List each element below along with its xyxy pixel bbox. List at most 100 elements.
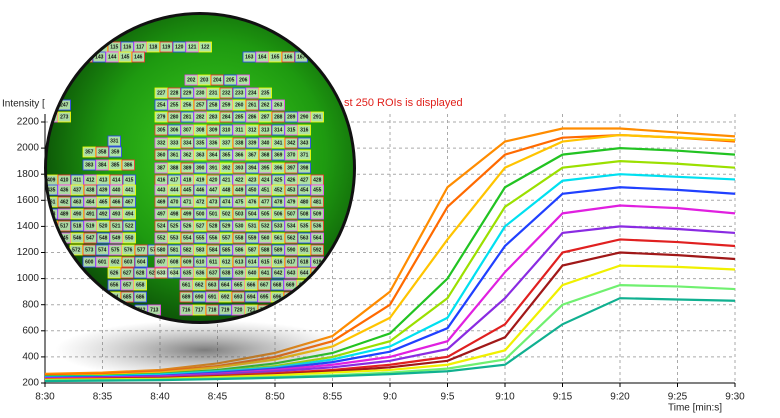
roi-label: 396 (274, 165, 283, 171)
roi-box (197, 74, 211, 86)
roi-box (184, 74, 198, 86)
roi-box (258, 162, 272, 174)
roi-label: 609 (183, 259, 192, 265)
roi-box (271, 162, 285, 174)
roi-label: 419 (196, 177, 205, 183)
roi-box (232, 124, 246, 136)
roi-box (154, 196, 168, 208)
roi-label: 446 (196, 187, 205, 193)
roi-label: 231 (209, 90, 218, 96)
roi-label: 280 (170, 114, 179, 120)
roi-label: 234 (248, 90, 257, 96)
roi-label: 167 (297, 54, 306, 60)
roi-box (167, 244, 181, 256)
roi-label: 412 (86, 177, 95, 183)
roi-label: 334 (183, 140, 192, 146)
roi-label: 447 (209, 187, 218, 193)
roi-label: 470 (170, 199, 179, 205)
roi-box (257, 291, 271, 303)
roi-label: 644 (300, 270, 309, 276)
roi-label: 143 (95, 54, 104, 60)
roi-box (310, 208, 324, 220)
roi-label: 435 (47, 187, 56, 193)
roi-label: 642 (274, 270, 283, 276)
roi-label: 282 (196, 114, 205, 120)
roi-box (146, 41, 160, 53)
roi-label: 387 (157, 165, 166, 171)
roi-box (232, 244, 246, 256)
roi-box (154, 99, 168, 111)
roi-label: 467 (125, 199, 134, 205)
roi-box (206, 87, 220, 99)
y-tick-label: 800 (22, 299, 39, 310)
roi-box (133, 291, 147, 303)
roi-label: 291 (313, 114, 322, 120)
roi-label: 389 (183, 165, 192, 171)
roi-label: 491 (86, 211, 95, 217)
roi-box (47, 184, 58, 196)
roi-label: 563 (300, 235, 309, 241)
roi-label: 557 (222, 235, 231, 241)
roi-label: 600 (85, 259, 94, 265)
roi-label: 549 (112, 235, 121, 241)
roi-box (193, 256, 207, 268)
roi-label: 492 (99, 211, 108, 217)
roi-label: 273 (60, 114, 69, 120)
roi-box (284, 184, 298, 196)
roi-label: 583 (196, 247, 205, 253)
roi-label: 437 (73, 187, 82, 193)
roi-box (154, 220, 168, 232)
roi-box (219, 244, 233, 256)
roi-label: 444 (170, 187, 179, 193)
roi-label: 227 (157, 90, 166, 96)
roi-box (122, 232, 136, 244)
roi-label: 669 (286, 282, 295, 288)
roi-label: 547 (86, 235, 95, 241)
roi-label: 614 (248, 259, 257, 265)
roi-label: 411 (73, 177, 81, 183)
roi-label: 474 (222, 199, 231, 205)
roi-box (193, 137, 207, 149)
roi-label: 121 (188, 44, 197, 50)
x-tick-label: 9:5 (441, 392, 455, 403)
roi-label: 603 (124, 259, 133, 265)
roi-label: 229 (183, 90, 192, 96)
roi-box (205, 291, 219, 303)
roi-box (219, 111, 233, 123)
roi-box (180, 232, 194, 244)
roi-box (206, 111, 220, 123)
roi-box (271, 184, 285, 196)
roi-box (245, 232, 259, 244)
roi-box (159, 41, 173, 53)
roi-box (297, 162, 311, 174)
roi-box (122, 208, 136, 220)
roi-label: 578 (150, 247, 159, 253)
roi-label: 508 (300, 211, 309, 217)
roi-label: 388 (170, 165, 179, 171)
roi-label: 661 (182, 282, 191, 288)
roi-label: 713 (150, 307, 159, 313)
roi-label: 311 (235, 127, 243, 133)
roi-label: 259 (222, 102, 231, 108)
roi-label: 247 (60, 102, 69, 108)
roi-box (284, 232, 298, 244)
roi-label: 336 (209, 140, 218, 146)
roi-label: 480 (300, 199, 309, 205)
roi-label: 338 (235, 140, 244, 146)
roi-label: 423 (248, 177, 257, 183)
roi-box (167, 196, 181, 208)
roi-box (258, 99, 272, 111)
roi-label: 499 (183, 211, 192, 217)
roi-box (47, 99, 58, 111)
roi-box (258, 196, 272, 208)
roi-box (107, 279, 121, 291)
roi-label: 602 (111, 259, 120, 265)
roi-box (192, 279, 206, 291)
roi-box (231, 291, 245, 303)
roi-label: 481 (313, 199, 322, 205)
roi-box (245, 256, 259, 268)
roi-box (232, 162, 246, 174)
roi-label: 466 (112, 199, 121, 205)
roi-box (120, 279, 134, 291)
roi-label: 532 (261, 223, 270, 229)
